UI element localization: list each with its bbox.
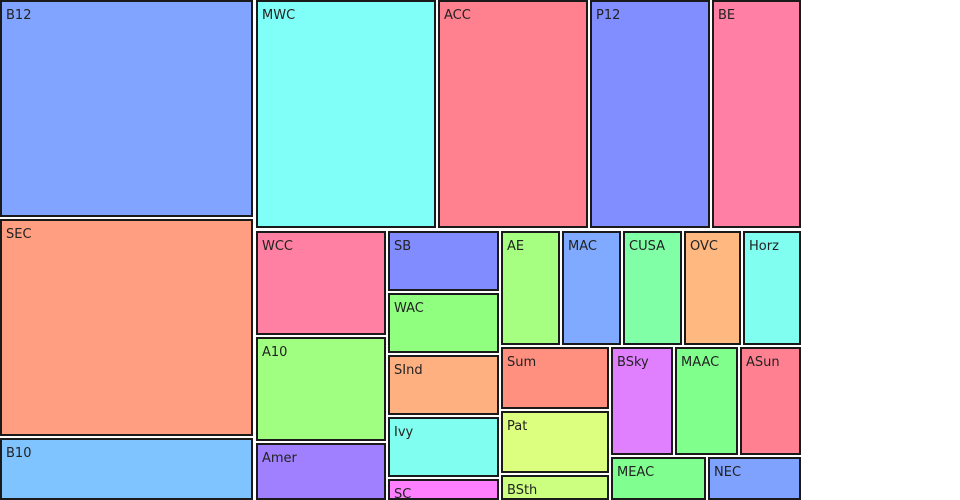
tile-label: ACC [444, 8, 471, 23]
treemap-tile-sec[interactable]: SEC [0, 219, 253, 436]
tile-label: Amer [262, 451, 297, 466]
tile-label: MAC [568, 239, 597, 254]
tile-label: MWC [262, 8, 296, 23]
tile-label: SC [394, 487, 412, 500]
tile-label: Sum [507, 355, 537, 370]
treemap-tile-b12[interactable]: B12 [0, 0, 253, 217]
tile-label: NEC [714, 465, 742, 480]
treemap-tile-acc[interactable]: ACC [438, 0, 588, 228]
treemap-tile-amer[interactable]: Amer [256, 443, 386, 500]
tile-label: MEAC [617, 465, 655, 480]
treemap-tile-wac[interactable]: WAC [388, 293, 499, 353]
treemap-tile-bsth[interactable]: BSth [501, 475, 609, 500]
tile-label: WCC [262, 239, 294, 254]
treemap-tile-horz[interactable]: Horz [743, 231, 801, 345]
treemap-tile-sb[interactable]: SB [388, 231, 499, 291]
treemap-tile-b10[interactable]: B10 [0, 438, 253, 500]
tile-label: CUSA [629, 239, 665, 254]
tile-label: P12 [596, 8, 621, 23]
tile-label: BE [718, 8, 736, 23]
tile-label: BSky [617, 355, 649, 370]
tile-label: B10 [6, 446, 32, 461]
tile-label: B12 [6, 8, 32, 23]
tile-label: SB [394, 239, 412, 254]
tile-label: SEC [6, 227, 32, 242]
treemap-tile-ae[interactable]: AE [501, 231, 560, 345]
treemap-tile-a10[interactable]: A10 [256, 337, 386, 441]
treemap-tile-mwc[interactable]: MWC [256, 0, 436, 228]
treemap-tile-be[interactable]: BE [712, 0, 801, 228]
treemap-tile-ivy[interactable]: Ivy [388, 417, 499, 477]
tile-label: BSth [507, 483, 538, 498]
treemap-tile-ovc[interactable]: OVC [684, 231, 741, 345]
treemap-tile-meac[interactable]: MEAC [611, 457, 706, 500]
treemap-tile-sc[interactable]: SC [388, 479, 499, 500]
tile-label: SInd [394, 363, 423, 378]
treemap-tile-mac[interactable]: MAC [562, 231, 621, 345]
tile-label: ASun [746, 355, 780, 370]
treemap-tile-wcc[interactable]: WCC [256, 231, 386, 335]
treemap-tile-p12[interactable]: P12 [590, 0, 710, 228]
treemap-tile-cusa[interactable]: CUSA [623, 231, 682, 345]
tile-label: MAAC [681, 355, 720, 370]
treemap-tile-asun[interactable]: ASun [740, 347, 801, 455]
tile-label: Horz [749, 239, 779, 254]
treemap-tile-nec[interactable]: NEC [708, 457, 801, 500]
treemap-tile-pat[interactable]: Pat [501, 411, 609, 473]
tile-label: WAC [394, 301, 424, 316]
treemap-tile-sind[interactable]: SInd [388, 355, 499, 415]
treemap-tile-bsky[interactable]: BSky [611, 347, 673, 455]
tile-label: Ivy [394, 425, 414, 440]
tile-label: OVC [690, 239, 718, 254]
tile-label: AE [507, 239, 525, 254]
tile-label: A10 [262, 345, 288, 360]
treemap-tile-maac[interactable]: MAAC [675, 347, 738, 455]
treemap-tile-sum[interactable]: Sum [501, 347, 609, 409]
tile-label: Pat [507, 419, 528, 434]
